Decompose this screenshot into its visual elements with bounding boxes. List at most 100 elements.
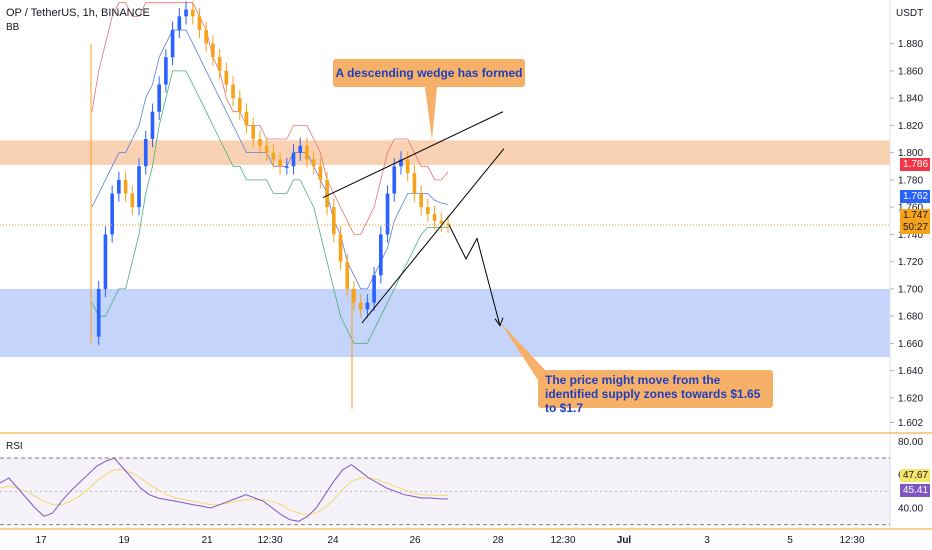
price-tick-label: 1.700	[898, 284, 923, 295]
price-tick-label: 1.620	[898, 393, 923, 404]
candle-body	[385, 193, 390, 235]
price-tick-label: 1.800	[898, 148, 923, 159]
projection-path	[448, 224, 501, 326]
time-tick-label: 12:30	[550, 535, 575, 546]
candle-body	[157, 84, 161, 112]
candle-body	[284, 166, 289, 168]
candle-body	[419, 193, 423, 208]
candle-body	[197, 16, 202, 30]
candle-body	[392, 166, 397, 194]
price-tick-label: 1.880	[898, 39, 923, 50]
candle-body	[405, 159, 410, 174]
time-tick-label: Jul	[617, 535, 632, 546]
candle-body	[345, 261, 350, 289]
price-tick-label: 1.640	[898, 366, 923, 377]
time-tick-label: 24	[327, 535, 339, 546]
rsi-tick-label: 80.00	[898, 437, 923, 448]
rsi-ma-line	[0, 469, 448, 516]
projection-callout-pointer	[500, 322, 545, 380]
candle-body	[432, 213, 437, 221]
candle-body	[372, 275, 376, 303]
time-tick-label: 5	[787, 535, 793, 546]
wedge-lower-line	[361, 148, 505, 324]
candle-body	[358, 302, 363, 310]
candle-body	[137, 166, 141, 208]
wedge-annotation[interactable]: A descending wedge has formed	[333, 59, 525, 87]
rsi-line	[0, 457, 449, 522]
candle-body	[305, 145, 309, 160]
time-tick-label: 12:30	[257, 535, 282, 546]
bb-upper-line	[91, 2, 449, 235]
time-tick-label: 17	[35, 535, 47, 546]
candle-body	[278, 159, 282, 167]
candle-body	[338, 234, 343, 262]
candle-body	[379, 234, 383, 276]
candle-body	[110, 193, 114, 235]
bb-upper-tag: 1.786	[900, 158, 930, 171]
candle-body	[231, 84, 235, 99]
candle-body	[123, 179, 128, 194]
candle-body	[150, 111, 155, 140]
candle-body	[164, 57, 168, 85]
candle-body	[298, 145, 303, 153]
candle-body	[426, 207, 430, 214]
time-tick-label: 28	[492, 535, 504, 546]
rsi-tag: 45.41	[900, 484, 930, 497]
price-tick-label: 1.780	[898, 175, 923, 186]
price-tick-label: 1.602	[898, 418, 923, 429]
last-price-tag: 1.747	[900, 209, 930, 222]
time-tick-label: 3	[704, 535, 710, 546]
candle-body	[103, 234, 108, 289]
candle-body	[258, 139, 262, 146]
rsi-label[interactable]: RSI	[6, 441, 23, 452]
bb-lower-line	[91, 70, 448, 344]
price-tick-label: 1.760	[898, 203, 923, 214]
candle-body	[291, 152, 296, 167]
currency-label: USDT	[896, 8, 924, 19]
candle-body	[211, 43, 215, 58]
candle-body	[190, 9, 195, 17]
candle-body	[331, 207, 336, 235]
candle-body	[271, 152, 276, 160]
time-tick-label: 19	[118, 535, 130, 546]
candle-body	[204, 29, 209, 44]
candle-body	[251, 125, 256, 140]
candle-body	[264, 145, 269, 153]
price-tick-label: 1.840	[898, 94, 923, 105]
bb-mid-line	[91, 29, 449, 290]
countdown-tag: 50:27	[900, 221, 930, 234]
rsi-ma-tag: 47.67	[900, 469, 930, 482]
symbol-title: OP / TetherUS, 1h, BINANCE	[6, 7, 150, 19]
candle-body	[237, 98, 242, 112]
time-tick-label: 26	[409, 535, 421, 546]
candle-body	[318, 166, 323, 180]
projection-annotation[interactable]: The price might move from the identified…	[538, 370, 773, 415]
candle-body	[311, 159, 316, 167]
indicator-label-bb[interactable]: BB	[6, 22, 20, 33]
candle-body	[325, 179, 329, 208]
supply-zone	[0, 140, 890, 165]
candle-body	[117, 179, 121, 194]
wedge-callout-pointer	[425, 87, 437, 140]
time-tick-label: 21	[201, 535, 213, 546]
price-tick-label: 1.860	[898, 66, 923, 77]
price-tick-label: 1.740	[898, 230, 923, 241]
time-tick-label: 12:30	[839, 535, 864, 546]
candle-body	[446, 223, 450, 225]
candle-body	[224, 70, 229, 85]
bb-mid-tag: 1.762	[900, 190, 930, 203]
candle-body	[217, 57, 222, 71]
demand-zone	[0, 288, 890, 358]
candle-body	[352, 288, 356, 303]
candle-body	[143, 139, 148, 167]
candle-body	[412, 173, 417, 194]
wedge-upper-line	[322, 111, 504, 199]
price-tick-label: 1.820	[898, 121, 923, 132]
candle-body	[130, 193, 135, 208]
projection-arrowhead	[494, 317, 504, 327]
candle-body	[439, 220, 444, 224]
rsi-tick-label: 40.00	[898, 504, 923, 515]
candle-body	[399, 159, 403, 167]
candle-body	[170, 29, 175, 58]
